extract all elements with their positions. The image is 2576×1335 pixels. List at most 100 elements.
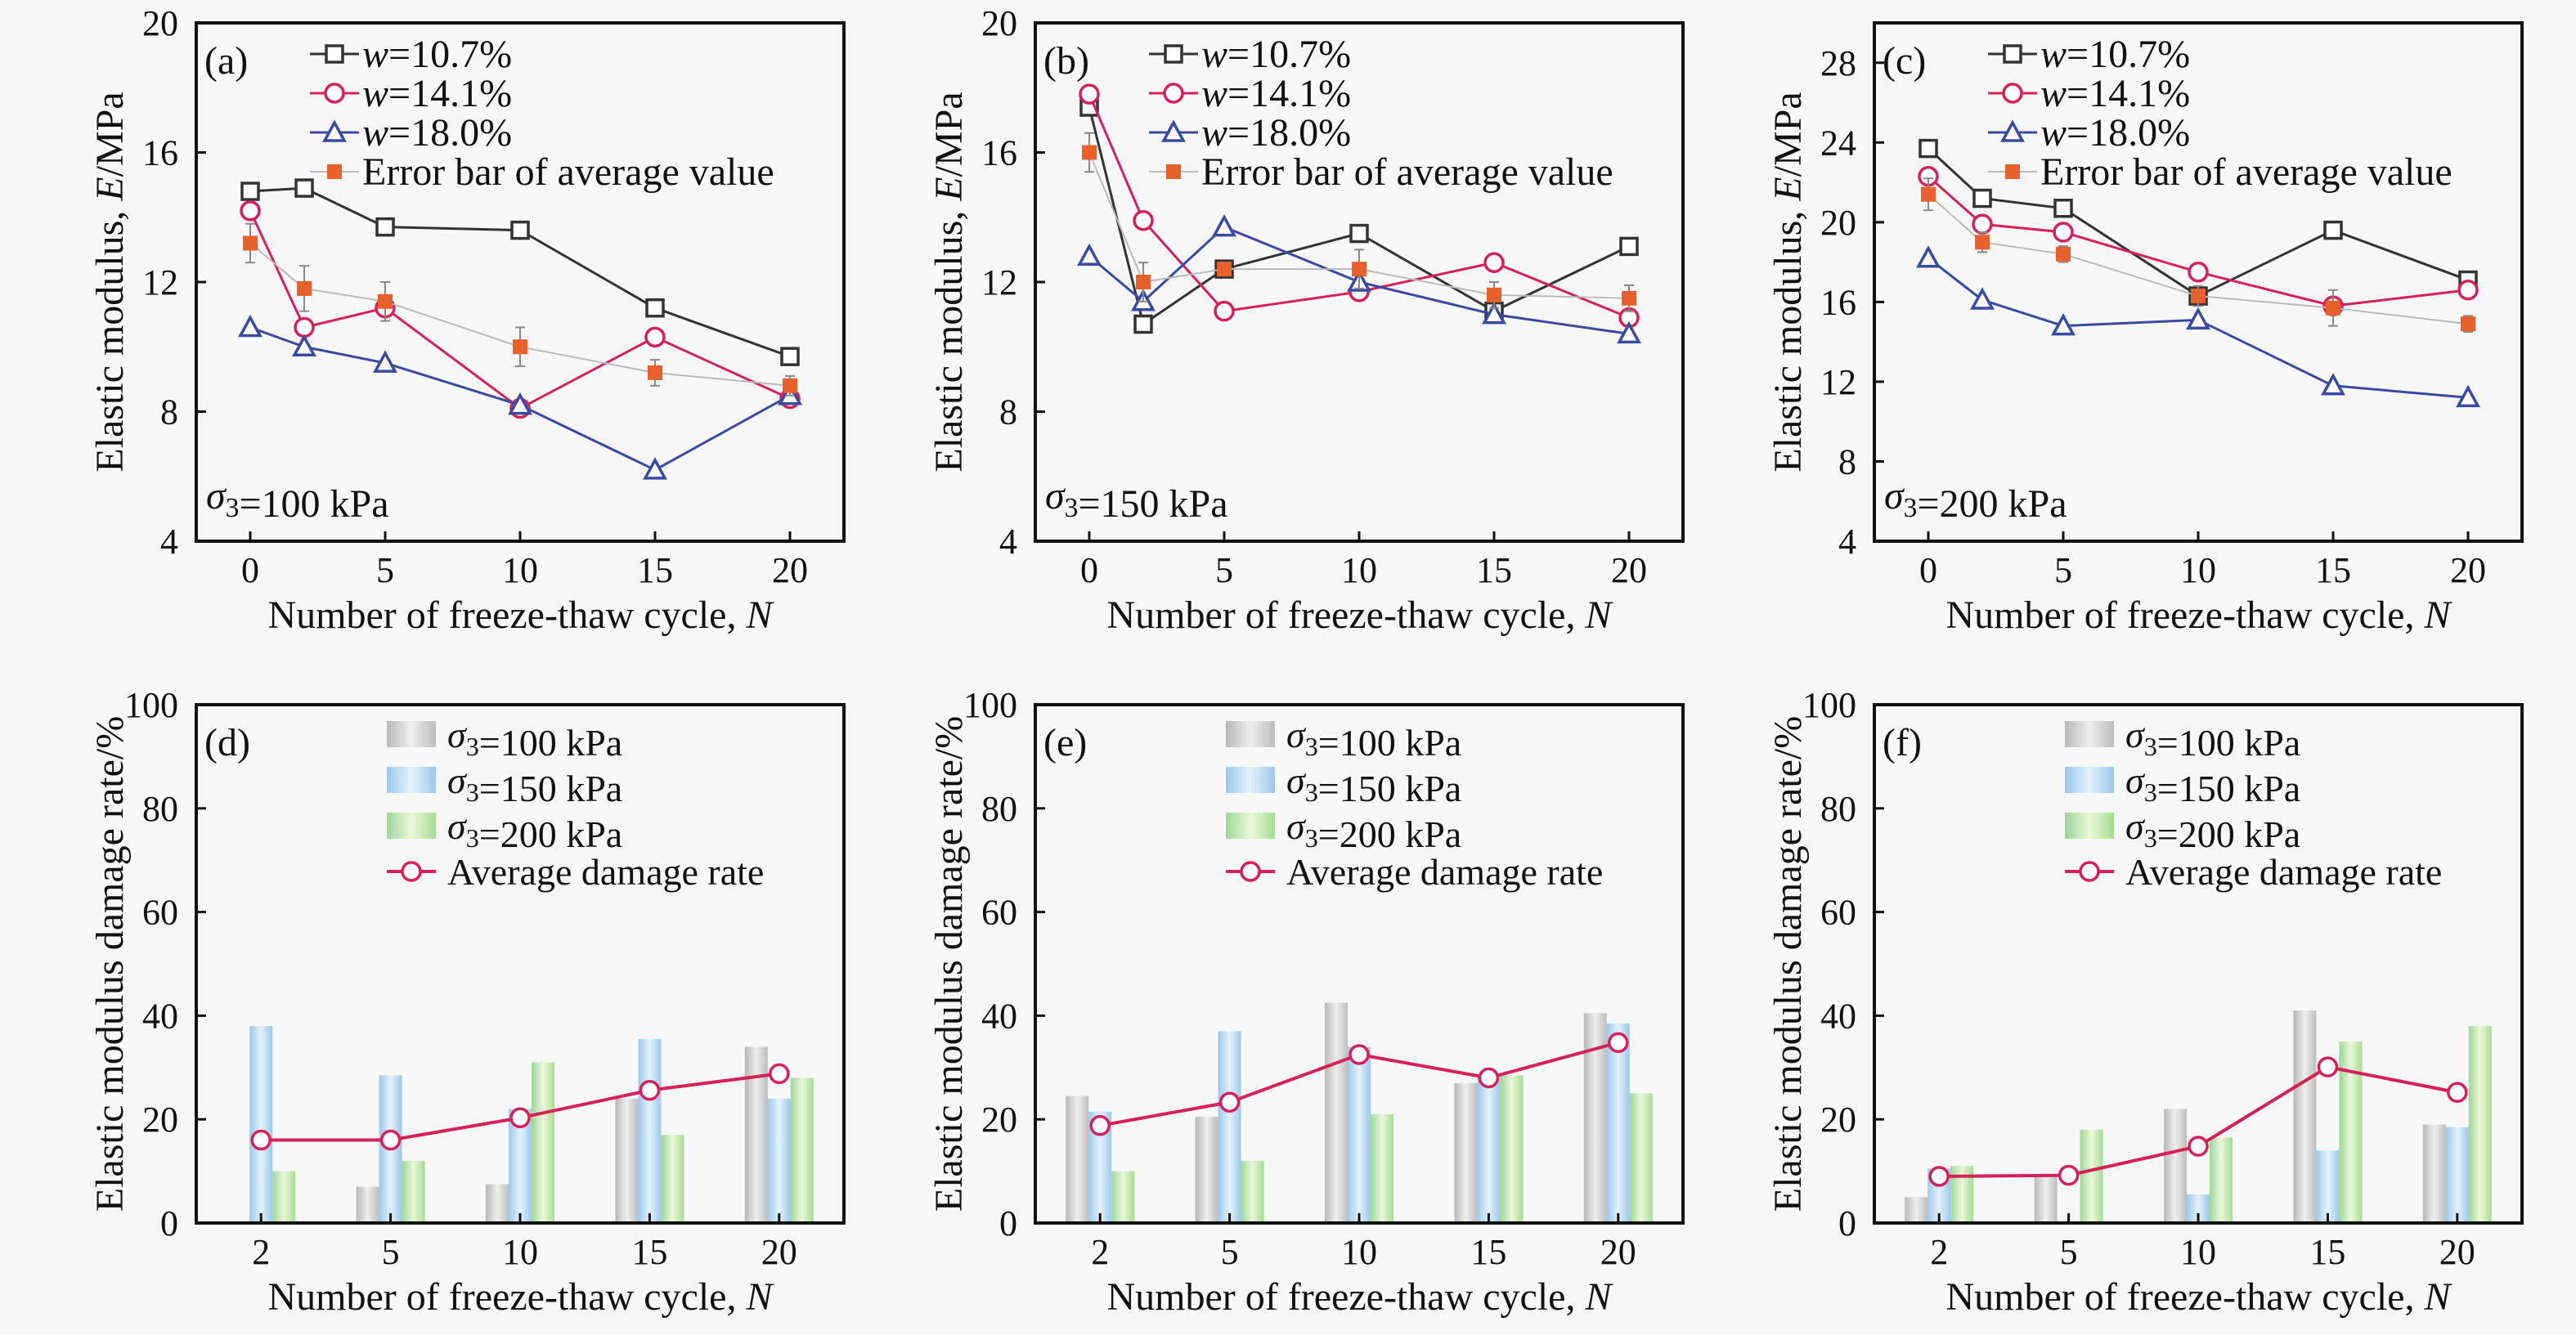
- legend-marker: [1163, 83, 1184, 104]
- data-point: [1082, 145, 1097, 160]
- bar: [2468, 1026, 2492, 1223]
- legend-marker: [2003, 44, 2022, 64]
- x-tick-label: 15: [2315, 550, 2351, 590]
- text-part: σ: [1045, 474, 1066, 517]
- average-point: [1928, 1166, 1950, 1187]
- text-part: =150 kPa: [1078, 482, 1227, 526]
- x-tick-label: 2: [1091, 1232, 1109, 1272]
- text-part: w: [1201, 111, 1227, 155]
- x-tick-label: 20: [761, 1232, 797, 1272]
- data-point: [2457, 280, 2479, 301]
- legend-swatch: [2065, 721, 2114, 747]
- data-point: [508, 392, 532, 415]
- legend-label: Error bar of average value: [362, 150, 774, 194]
- data-point: [1217, 262, 1232, 277]
- legend-marker: [1164, 44, 1183, 64]
- text-part: N: [1584, 594, 1613, 637]
- x-tick-label: 2: [1930, 1232, 1948, 1272]
- y-tick-label: 0: [999, 1203, 1017, 1243]
- average-point: [1349, 1044, 1370, 1065]
- legend-marker: [2002, 83, 2023, 104]
- text-part: =10.7%: [2067, 33, 2190, 76]
- text-part: =200 kPa: [2157, 813, 2300, 855]
- text-part: Elastic modulus damage rate/%: [1766, 716, 1810, 1212]
- y-tick-label: 28: [1820, 43, 1856, 83]
- bar: [2164, 1109, 2187, 1223]
- legend-label: w=10.7%: [2040, 33, 2190, 76]
- x-axis-title: Number of freeze-thaw cycle, N: [267, 594, 774, 637]
- average-point: [379, 1129, 402, 1151]
- y-tick-label: 16: [142, 133, 178, 173]
- data-point: [1916, 245, 1941, 268]
- x-tick-label: 20: [2439, 1232, 2475, 1272]
- data-point: [1352, 262, 1367, 277]
- series-line: [249, 242, 791, 387]
- text-part: 3: [1305, 732, 1318, 761]
- x-tick-label: 2: [252, 1232, 270, 1272]
- legend-marker: [401, 861, 422, 882]
- x-tick-label: 10: [1341, 1232, 1377, 1272]
- text-part: w: [362, 111, 388, 155]
- bar: [1066, 1095, 1089, 1223]
- text-part: E: [1766, 177, 1810, 201]
- y-tick-label: 8: [160, 392, 178, 432]
- y-tick-label: 60: [981, 893, 1017, 933]
- x-tick-label: 5: [382, 1232, 400, 1272]
- y-tick-label: 100: [124, 685, 178, 725]
- data-point: [1133, 314, 1153, 334]
- legend-label: σ3=200 kPa: [1286, 805, 1461, 855]
- legend-label: σ3=100 kPa: [1286, 714, 1461, 764]
- legend-marker: [1161, 119, 1186, 142]
- data-point: [373, 350, 397, 373]
- text-part: =150 kPa: [1318, 768, 1461, 809]
- legend-label: w=14.1%: [1201, 72, 1351, 115]
- y-tick-label: 80: [1820, 789, 1856, 829]
- legend-marker: [325, 44, 344, 64]
- y-tick-label: 24: [1820, 123, 1856, 163]
- text-part: E: [88, 177, 132, 201]
- x-tick-label: 5: [376, 550, 394, 590]
- text-part: Number of freeze-thaw cycle,: [1106, 594, 1585, 637]
- y-tick-label: 100: [963, 685, 1017, 725]
- legend-marker: [2000, 119, 2025, 142]
- text-part: 3: [466, 777, 479, 807]
- text-part: /MPa: [1766, 92, 1810, 177]
- panel-label: (c): [1883, 39, 1926, 83]
- legend-label: w=18.0%: [362, 111, 512, 155]
- average-point: [2317, 1056, 2339, 1077]
- y-tick-label: 20: [981, 1100, 1017, 1140]
- data-point: [645, 298, 665, 318]
- text-part: σ: [1884, 474, 1905, 517]
- text-part: w: [2040, 72, 2067, 115]
- x-axis-title: Number of freeze-thaw cycle, N: [1945, 1275, 2453, 1319]
- y-tick-label: 20: [981, 3, 1017, 43]
- data-point: [240, 200, 261, 222]
- text-part: Number of freeze-thaw cycle,: [1945, 594, 2424, 637]
- text-part: Number of freeze-thaw cycle,: [1945, 1275, 2424, 1319]
- average-point: [2447, 1082, 2468, 1103]
- data-point: [1619, 236, 1639, 257]
- bar: [2422, 1124, 2446, 1223]
- data-point: [1622, 290, 1636, 306]
- text-part: Average damage rate: [447, 851, 764, 893]
- bar: [1325, 1002, 1348, 1223]
- series-line: [1928, 257, 2469, 399]
- bar: [661, 1135, 684, 1223]
- x-axis-title: Number of freeze-thaw cycle, N: [1106, 594, 1613, 637]
- panel-label: (d): [204, 721, 250, 764]
- y-tick-label: 4: [160, 522, 178, 562]
- bar: [1583, 1013, 1607, 1223]
- data-point: [2321, 373, 2345, 396]
- legend-swatch: [2065, 767, 2114, 793]
- data-point: [1483, 252, 1505, 273]
- bar: [1195, 1117, 1218, 1223]
- text-part: σ: [2125, 805, 2146, 847]
- data-point: [1077, 243, 1102, 267]
- data-point: [1136, 275, 1151, 289]
- text-part: Average damage rate: [2125, 851, 2442, 893]
- data-point: [1349, 223, 1369, 244]
- average-point: [509, 1107, 531, 1129]
- x-tick-label: 15: [631, 1232, 667, 1272]
- text-part: Elastic modulus,: [88, 201, 132, 473]
